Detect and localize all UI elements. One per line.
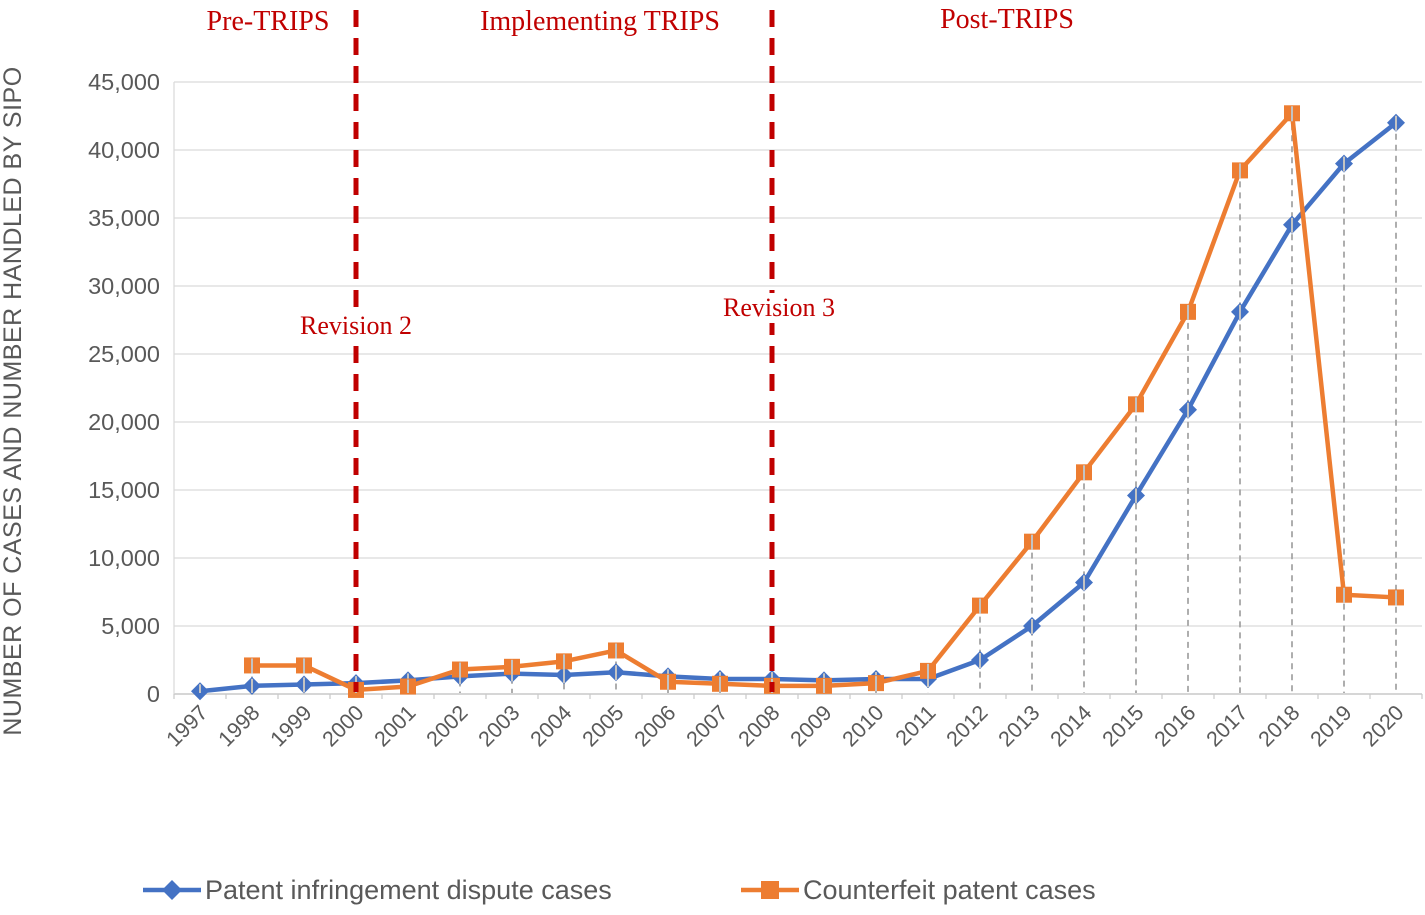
y-tick-label: 45,000 <box>88 69 160 95</box>
x-tick-label: 1999 <box>266 701 317 752</box>
x-tick-label: 2001 <box>370 701 421 752</box>
y-tick-label: 10,000 <box>88 545 160 571</box>
y-tick-label: 35,000 <box>88 205 160 231</box>
x-tick-label: 2012 <box>942 701 993 752</box>
x-tick-label: 2013 <box>994 701 1045 752</box>
x-tick-label: 2011 <box>891 701 941 751</box>
y-tick-label: 30,000 <box>88 273 160 299</box>
series-line-0 <box>199 121 1398 694</box>
y-tick-label: 25,000 <box>88 341 160 367</box>
x-tick-label: 2004 <box>526 701 577 752</box>
y-tick-label: 20,000 <box>88 409 160 435</box>
y-tick-label: 0 <box>147 681 160 707</box>
x-tick-label: 2009 <box>786 701 837 752</box>
series-line-1 <box>252 111 1397 693</box>
x-tick-label: 2019 <box>1306 701 1357 752</box>
legend-label: Patent infringement dispute cases <box>205 874 612 905</box>
x-tick-label: 2018 <box>1254 701 1305 752</box>
y-tick-label: 15,000 <box>88 477 160 503</box>
revision-3-annotation: Revision 3 <box>716 293 842 323</box>
diamond-marker-icon <box>143 880 201 900</box>
x-tick-label: 2005 <box>578 701 629 752</box>
phase-label-pre-trips: Pre-TRIPS <box>206 6 330 37</box>
x-tick-label: 2010 <box>838 701 889 752</box>
x-tick-label: 2016 <box>1150 701 1201 752</box>
legend: Patent infringement dispute cases Counte… <box>0 870 1425 912</box>
x-tick-label: 1997 <box>162 701 213 752</box>
x-tick-label: 2008 <box>734 701 785 752</box>
legend-item-patent-disputes: Patent infringement dispute cases <box>142 870 612 910</box>
x-tick-label: 2002 <box>422 701 473 752</box>
y-axis-title: NUMBER OF CASES AND NUMBER HANDLED BY SI… <box>0 66 27 736</box>
legend-item-counterfeit-cases: Counterfeit patent cases <box>740 870 1096 910</box>
revision-2-annotation: Revision 2 <box>293 311 419 341</box>
x-tick-label: 2000 <box>318 701 369 752</box>
phase-label-implementing-trips: Implementing TRIPS <box>480 6 720 37</box>
legend-label: Counterfeit patent cases <box>803 874 1096 905</box>
square-marker-icon <box>741 881 799 899</box>
x-tick-label: 2017 <box>1202 701 1253 752</box>
x-tick-label: 2006 <box>630 701 681 752</box>
x-tick-label: 1998 <box>214 701 265 752</box>
y-tick-label: 40,000 <box>88 137 160 163</box>
x-tick-label: 2015 <box>1098 701 1149 752</box>
phase-label-post-trips: Post-TRIPS <box>940 4 1074 35</box>
x-tick-label: 2007 <box>682 701 733 752</box>
x-tick-label: 2020 <box>1358 701 1409 752</box>
y-tick-label: 5,000 <box>101 613 160 639</box>
x-tick-label: 2014 <box>1046 701 1097 752</box>
x-tick-label: 2003 <box>474 701 525 752</box>
